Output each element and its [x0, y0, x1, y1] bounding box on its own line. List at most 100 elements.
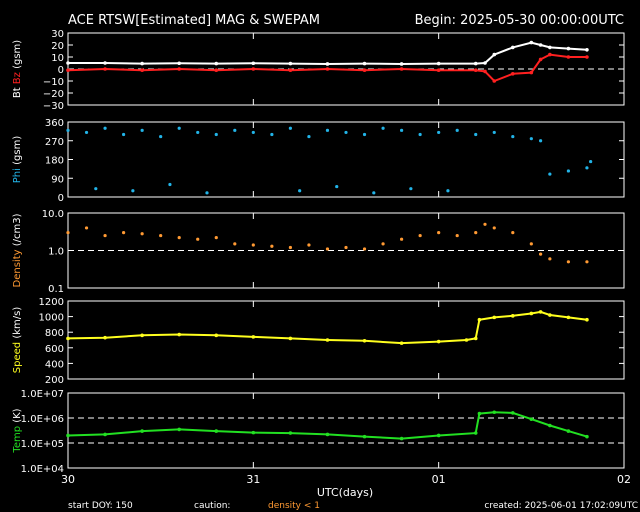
y-tick-label: 270 — [45, 137, 64, 148]
data-point — [539, 252, 543, 256]
data-point — [477, 411, 482, 416]
y-tick-label: 800 — [45, 328, 64, 339]
data-point — [548, 313, 552, 317]
data-point — [436, 61, 441, 66]
y-tick-label: 180 — [45, 156, 64, 167]
data-point — [548, 172, 552, 176]
footer-caution: caution: — [194, 501, 230, 511]
y-tick-label: 1.0E+07 — [21, 389, 64, 400]
data-point — [362, 68, 367, 72]
y-tick-label: 1.0E+05 — [21, 439, 64, 450]
data-point — [131, 189, 135, 193]
data-point — [464, 338, 469, 342]
data-point — [251, 430, 256, 435]
data-point — [477, 317, 482, 322]
data-point — [455, 128, 459, 132]
data-point — [585, 317, 589, 322]
data-point — [103, 126, 107, 130]
panel-temp: 1.0E+07 1.0E+06 1.0E+05 1.0E+04 Temp (K) — [12, 389, 625, 475]
y-axis-label-part: (gsm) — [12, 136, 23, 168]
data-point — [446, 189, 450, 193]
data-point — [399, 67, 404, 71]
data-point — [362, 61, 367, 66]
data-point — [362, 434, 367, 439]
data-point — [103, 61, 107, 65]
data-point — [251, 130, 255, 135]
data-point — [529, 137, 533, 141]
x-tick-label: 01 — [432, 473, 446, 486]
data-point — [84, 226, 89, 230]
data-point — [288, 245, 292, 250]
data-point — [566, 55, 571, 59]
data-point — [492, 226, 496, 230]
data-point — [233, 128, 237, 132]
data-point — [548, 52, 552, 57]
data-point — [177, 67, 181, 71]
data-point — [529, 40, 534, 45]
x-axis-ticks: 30 31 01 02 — [61, 473, 631, 486]
data-point — [233, 242, 237, 246]
y-tick-label: 1.0E+06 — [21, 414, 64, 425]
data-point — [418, 233, 422, 238]
data-point — [122, 132, 126, 137]
data-point — [66, 61, 70, 65]
footer-created: created: 2025-06-01 17:02:09UTC — [484, 501, 638, 511]
y-tick-label: 0 — [58, 65, 64, 76]
data-point — [214, 236, 218, 240]
data-point — [94, 187, 98, 191]
data-point — [400, 237, 404, 241]
panel-density: 10.0 1.0 0.1 Density (/cm3) — [12, 209, 625, 295]
data-point — [473, 61, 478, 66]
y-tick-label: 90 — [51, 174, 64, 185]
data-point — [177, 126, 181, 130]
data-point — [307, 134, 311, 139]
y-tick-label: 30 — [51, 29, 64, 40]
data-point — [511, 314, 515, 318]
data-point — [362, 338, 367, 343]
data-point — [585, 48, 589, 52]
data-point — [548, 45, 552, 50]
data-point — [437, 130, 441, 135]
data-point — [381, 126, 385, 130]
data-point — [538, 57, 543, 62]
data-point — [436, 339, 441, 344]
data-point — [529, 417, 534, 421]
data-point — [538, 310, 543, 314]
data-point — [529, 70, 534, 75]
y-tick-label: 1000 — [39, 313, 64, 324]
data-point — [103, 233, 107, 238]
data-point — [168, 182, 172, 187]
data-point — [251, 335, 256, 339]
data-point — [492, 410, 497, 415]
data-point — [214, 61, 219, 66]
data-point — [437, 231, 441, 235]
data-point — [177, 236, 181, 240]
data-point — [409, 187, 413, 191]
data-point — [103, 67, 107, 71]
data-point — [511, 411, 515, 415]
series-temp — [66, 410, 589, 441]
y-axis-label: Phi (gsm) — [12, 136, 23, 184]
data-point — [492, 52, 497, 57]
y-axis-label-part: (/cm3) — [12, 213, 23, 249]
data-point — [548, 423, 552, 428]
data-point — [539, 139, 543, 143]
y-tick-label: −30 — [43, 101, 64, 112]
data-point — [251, 243, 255, 247]
data-point — [483, 61, 487, 65]
x-axis-label: UTC(days) — [317, 486, 373, 499]
panel-speed: 1200 1000 800 600 400 200 Speed (km/s) — [12, 297, 625, 386]
data-point — [270, 244, 274, 248]
y-tick-label: 200 — [45, 375, 64, 386]
x-tick-label: 31 — [246, 473, 260, 486]
y-tick-label: 400 — [45, 359, 64, 370]
y-tick-label: 20 — [51, 41, 64, 52]
data-point — [436, 433, 441, 438]
y-axis-label-part: Density — [12, 249, 23, 287]
y-axis-label-part: (km/s) — [12, 307, 23, 342]
y-tick-label: 600 — [45, 344, 64, 355]
data-point — [455, 233, 459, 238]
y-axis-label-part: Temp — [12, 426, 23, 454]
